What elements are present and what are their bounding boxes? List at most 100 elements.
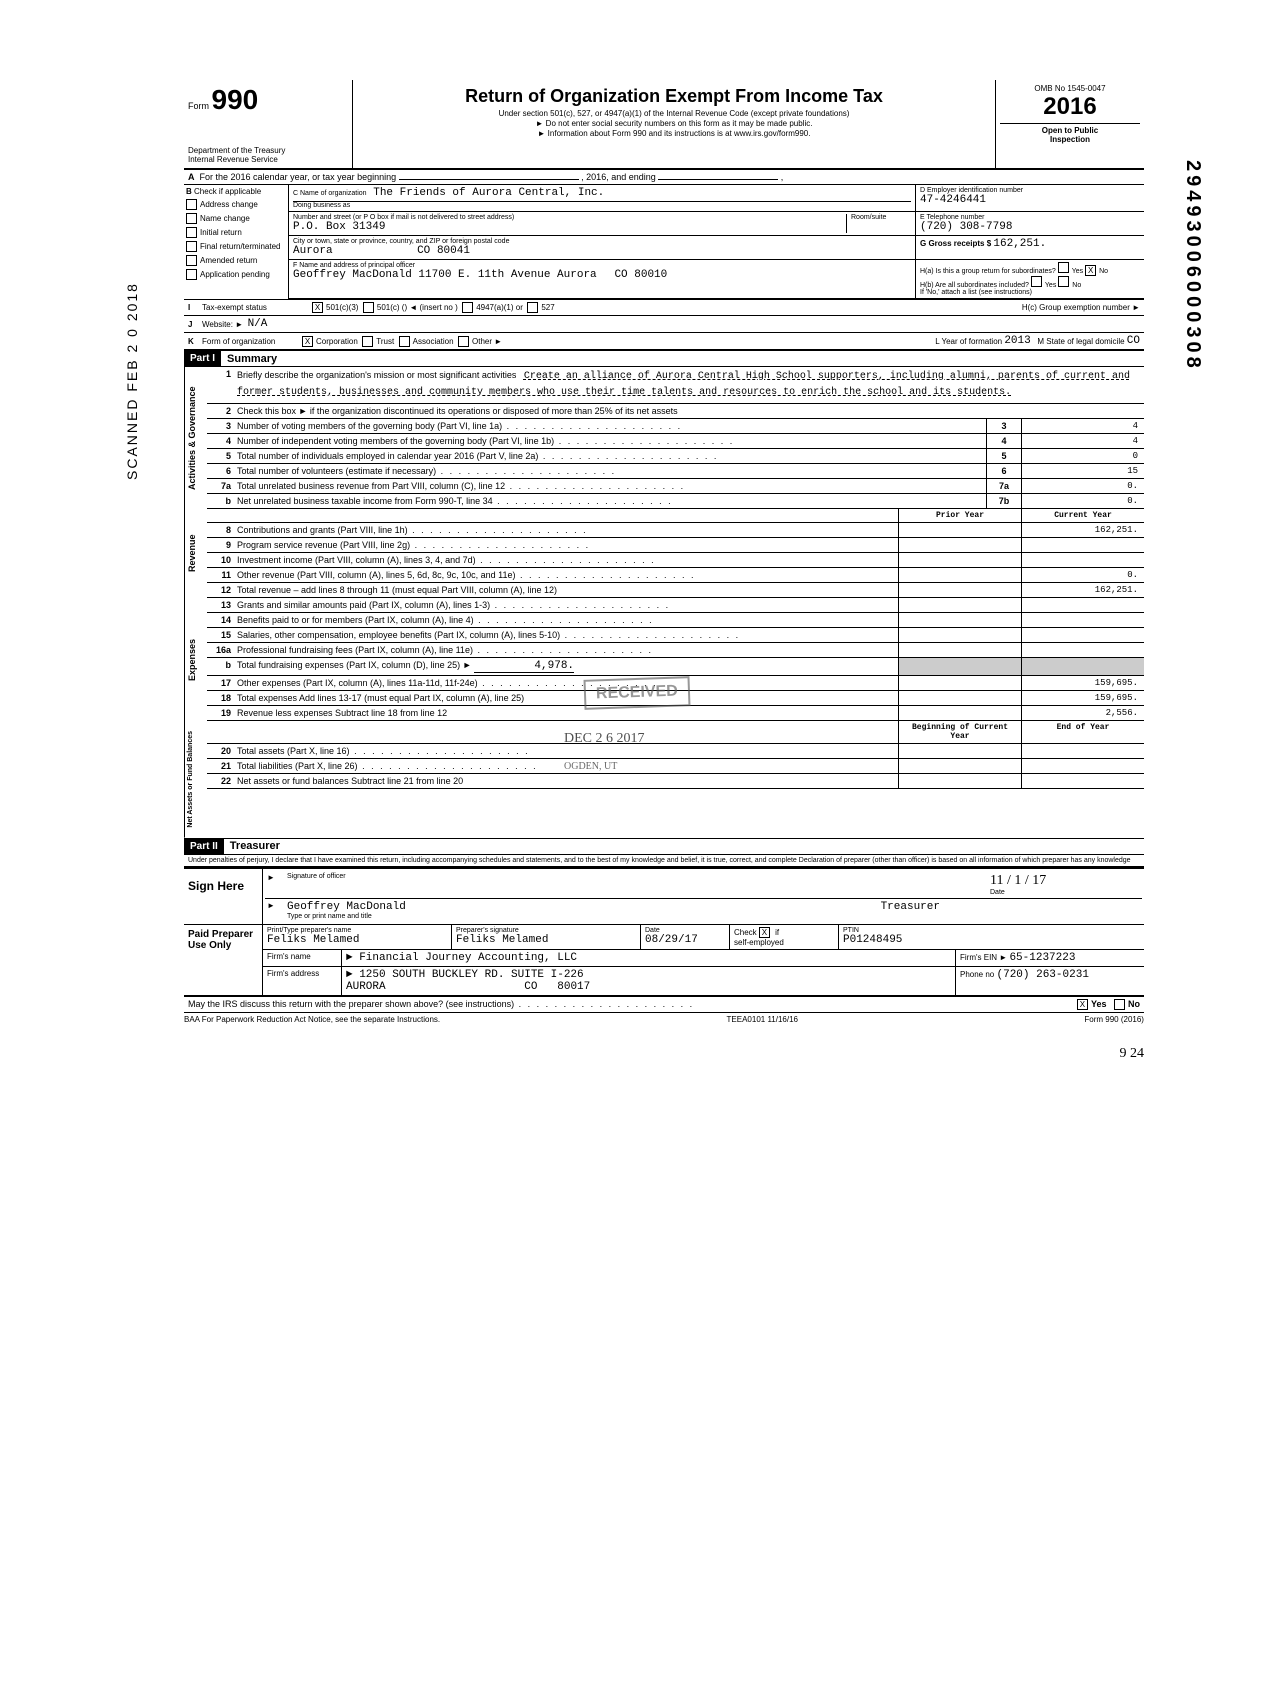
checkbox-amended[interactable] bbox=[186, 255, 197, 266]
501c3-label: 501(c)(3) bbox=[326, 303, 358, 312]
val-4: 4 bbox=[1021, 434, 1144, 448]
line-14: Benefits paid to or for members (Part IX… bbox=[233, 613, 898, 627]
open-public: Open to Public bbox=[1000, 126, 1140, 135]
discuss-row: May the IRS discuss this return with the… bbox=[184, 997, 1144, 1013]
checkbox-address[interactable] bbox=[186, 199, 197, 210]
501c-label: 501(c) ( bbox=[377, 303, 405, 312]
checkbox-name[interactable] bbox=[186, 213, 197, 224]
eoy-header: End of Year bbox=[1021, 721, 1144, 743]
sig-date: 11 / 1 / 17 bbox=[990, 873, 1046, 888]
expenses-section: Expenses 13Grants and similar amounts pa… bbox=[184, 598, 1144, 721]
dept-treasury: Department of the Treasury bbox=[188, 146, 348, 155]
hb-no-label: No bbox=[1072, 282, 1081, 289]
discuss-no-cb[interactable] bbox=[1114, 999, 1125, 1010]
inspection: Inspection bbox=[1000, 135, 1140, 144]
line-2: Check this box ► if the organization dis… bbox=[233, 404, 1144, 418]
checkbox-initial[interactable] bbox=[186, 227, 197, 238]
cb-other[interactable] bbox=[458, 336, 469, 347]
discuss-yes-cb[interactable]: X bbox=[1077, 999, 1088, 1010]
prep-sig-label: Preparer's signature bbox=[456, 927, 636, 934]
cb-501c3[interactable]: X bbox=[312, 302, 323, 313]
cb-501c[interactable] bbox=[363, 302, 374, 313]
penalty-text: Under penalties of perjury, I declare th… bbox=[184, 855, 1144, 867]
m-label: M State of legal domicile bbox=[1037, 337, 1124, 346]
website-value: N/A bbox=[248, 318, 268, 330]
val-7a: 0. bbox=[1021, 479, 1144, 493]
hb-no[interactable] bbox=[1058, 276, 1069, 287]
irs-label: Internal Revenue Service bbox=[188, 155, 348, 164]
part-1-header: Part I Summary bbox=[184, 350, 1144, 367]
line-3: Number of voting members of the governin… bbox=[233, 419, 986, 433]
prep-date: 08/29/17 bbox=[645, 934, 698, 946]
street-value: P.O. Box 31349 bbox=[293, 221, 846, 233]
baa-text: BAA For Paperwork Reduction Act Notice, … bbox=[184, 1015, 440, 1024]
line-22: Net assets or fund balances Subtract lin… bbox=[233, 774, 898, 788]
city-label: City or town, state or province, country… bbox=[293, 238, 911, 245]
prep-self-checkbox[interactable]: X bbox=[759, 927, 770, 938]
hb-yes-label: Yes bbox=[1045, 282, 1056, 289]
part-2-title: Treasurer bbox=[230, 840, 280, 852]
cb-527[interactable] bbox=[527, 302, 538, 313]
line-1-label: Briefly describe the organization's miss… bbox=[237, 370, 516, 380]
line-13: Grants and similar amounts paid (Part IX… bbox=[233, 598, 898, 612]
4947-label: 4947(a)(1) or bbox=[476, 303, 523, 312]
cb-4947[interactable] bbox=[462, 302, 473, 313]
row-i: I Tax-exempt status X501(c)(3) 501(c) ( … bbox=[184, 300, 1144, 316]
firm-phone: (720) 263-0231 bbox=[997, 969, 1089, 981]
val-5: 0 bbox=[1021, 449, 1144, 463]
cb-assoc[interactable] bbox=[399, 336, 410, 347]
governance-label: Activities & Governance bbox=[184, 367, 207, 509]
col-b-label: Check if applicable bbox=[194, 187, 261, 196]
ha-no-label: No bbox=[1099, 268, 1108, 275]
prep-check-label: Check bbox=[734, 928, 757, 937]
firm-addr-2: AURORA bbox=[346, 981, 386, 993]
revenue-section: Revenue Prior YearCurrent Year 8Contribu… bbox=[184, 509, 1144, 598]
section-b-h: B Check if applicable Address change Nam… bbox=[184, 185, 1144, 300]
cb-label-1: Name change bbox=[200, 214, 250, 223]
form-header: Form 990 Department of the Treasury Inte… bbox=[184, 80, 1144, 170]
line-5: Total number of individuals employed in … bbox=[233, 449, 986, 463]
current-year-header: Current Year bbox=[1021, 509, 1144, 522]
part-1-label: Part I bbox=[184, 351, 221, 366]
dln-number: 29493006000308 bbox=[1181, 160, 1204, 372]
hb-yes[interactable] bbox=[1031, 276, 1042, 287]
ha-label: H(a) Is this a group return for subordin… bbox=[920, 268, 1056, 275]
checkbox-pending[interactable] bbox=[186, 269, 197, 280]
dba-label: Doing business as bbox=[293, 201, 911, 209]
c19: 2,556. bbox=[1021, 706, 1144, 720]
ha-no[interactable]: X bbox=[1085, 265, 1096, 276]
row-a-text-3: , bbox=[781, 172, 784, 182]
col-c-h: C Name of organization The Friends of Au… bbox=[289, 185, 1144, 299]
checkbox-final[interactable] bbox=[186, 241, 197, 252]
assoc-label: Association bbox=[413, 337, 454, 346]
org-name: The Friends of Aurora Central, Inc. bbox=[373, 187, 604, 199]
city-value: Aurora bbox=[293, 245, 333, 257]
527-label: 527 bbox=[541, 303, 554, 312]
sign-block: Sign Here ► Signature of officer 11 / 1 … bbox=[184, 867, 1144, 925]
line-8: Contributions and grants (Part VIII, lin… bbox=[233, 523, 898, 537]
ha-yes[interactable] bbox=[1058, 262, 1069, 273]
officer-name: Geoffrey MacDonald bbox=[287, 901, 406, 913]
m-value: CO bbox=[1127, 335, 1140, 347]
cb-label-3: Final return/terminated bbox=[200, 242, 280, 251]
cb-label-4: Amended return bbox=[200, 256, 257, 265]
insert-no: ) ◄ (insert no ) bbox=[404, 303, 457, 312]
netassets-section: Net Assets or Fund Balances Beginning of… bbox=[184, 721, 1144, 838]
cb-trust[interactable] bbox=[362, 336, 373, 347]
cb-corp[interactable]: X bbox=[302, 336, 313, 347]
c12: 162,251. bbox=[1021, 583, 1144, 597]
form-990-page: SCANNED FEB 2 0 2018 29493006000308 Form… bbox=[184, 80, 1144, 1062]
row-a-text-2: , 2016, and ending bbox=[581, 172, 656, 182]
discuss-text: May the IRS discuss this return with the… bbox=[188, 999, 694, 1010]
prep-sig: Feliks Melamed bbox=[456, 934, 548, 946]
hand-note: 9 24 bbox=[184, 1046, 1144, 1062]
form-title: Return of Organization Exempt From Incom… bbox=[357, 86, 991, 107]
officer-title: Treasurer bbox=[881, 901, 940, 913]
corp-label: Corporation bbox=[316, 337, 358, 346]
header-right: OMB No 1545-0047 2016 Open to Public Ins… bbox=[995, 80, 1144, 168]
preparer-block: Paid Preparer Use Only Print/Type prepar… bbox=[184, 925, 1144, 997]
form-org-label: Form of organization bbox=[202, 337, 302, 346]
other-label: Other ► bbox=[472, 337, 502, 346]
omb-number: OMB No 1545-0047 bbox=[1000, 84, 1140, 93]
cb-label-2: Initial return bbox=[200, 228, 242, 237]
